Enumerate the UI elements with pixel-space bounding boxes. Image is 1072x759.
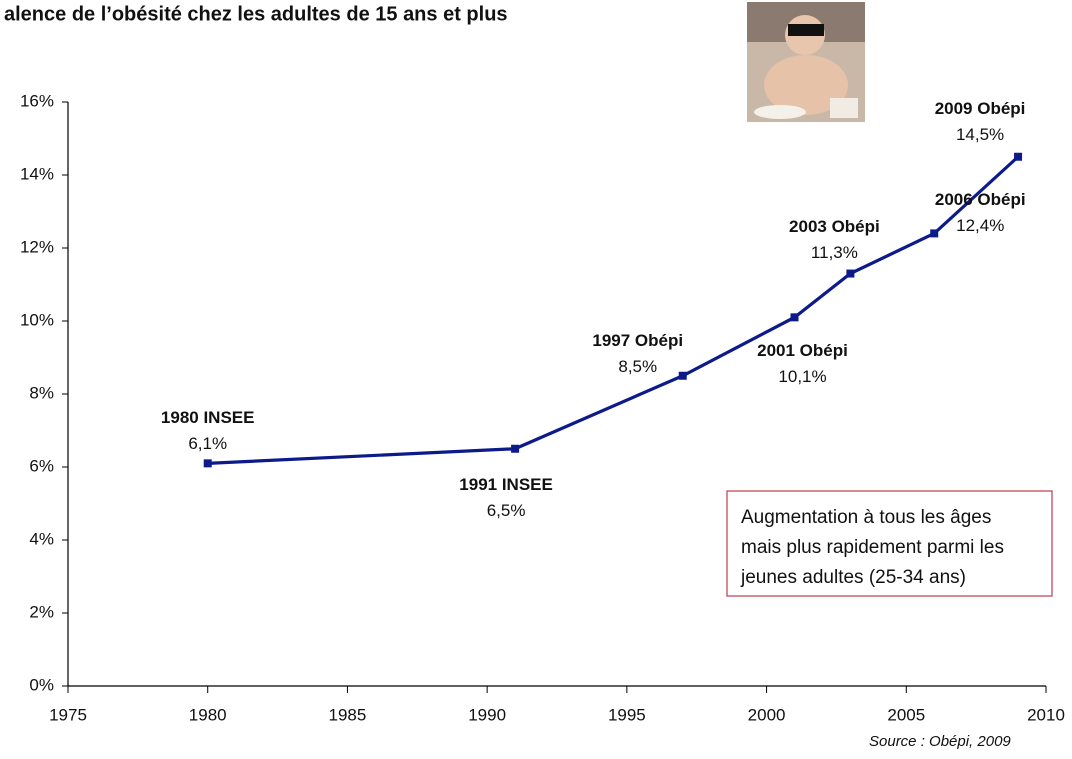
series-line	[208, 157, 1018, 464]
x-tick-label: 1995	[608, 705, 646, 724]
point-title: 2006 Obépi	[935, 190, 1026, 209]
point-marker	[679, 372, 687, 380]
x-tick-label: 1975	[49, 705, 87, 724]
value-label: 6,5%	[487, 501, 526, 520]
value-label: 8,5%	[618, 357, 657, 376]
y-tick-label: 4%	[29, 529, 54, 548]
x-tick-label: 1985	[329, 705, 367, 724]
photo	[747, 2, 865, 122]
note-line: mais plus rapidement parmi les	[741, 537, 1004, 558]
point-title: 2003 Obépi	[789, 217, 880, 236]
y-tick-label: 10%	[20, 310, 54, 329]
point-title: 1997 Obépi	[592, 331, 683, 350]
source: Source : Obépi, 2009	[869, 733, 1011, 750]
point-marker	[791, 313, 799, 321]
point-title: 2001 Obépi	[757, 341, 848, 360]
point-marker	[204, 459, 212, 467]
value-label: 11,3%	[811, 243, 858, 262]
point-marker	[1014, 153, 1022, 161]
y-tick-label: 12%	[20, 237, 54, 256]
y-tick-label: 16%	[20, 91, 54, 110]
x-tick-label: 2000	[748, 705, 786, 724]
point-marker	[511, 445, 519, 453]
chart-title: alence de l’obésité chez les adultes de …	[4, 3, 508, 25]
note-line: Augmentation à tous les âges	[741, 507, 991, 528]
point-title: 2009 Obépi	[935, 99, 1026, 118]
x-tick-label: 1980	[189, 705, 227, 724]
x-tick-label: 2005	[887, 705, 925, 724]
value-label: 14,5%	[956, 125, 1004, 144]
point-title: 1980 INSEE	[161, 408, 255, 427]
point-marker	[930, 229, 938, 237]
y-tick-label: 0%	[29, 675, 54, 694]
value-label: 6,1%	[188, 434, 227, 453]
y-tick-label: 14%	[20, 164, 54, 183]
y-tick-label: 2%	[29, 602, 54, 621]
y-tick-label: 6%	[29, 456, 54, 475]
x-tick-label: 1990	[468, 705, 506, 724]
value-label: 10,1%	[778, 367, 826, 386]
chart: alence de l’obésité chez les adultes de …	[0, 0, 1072, 754]
value-label: 12,4%	[956, 216, 1004, 235]
note-line: jeunes adultes (25-34 ans)	[740, 567, 966, 588]
x-tick-label: 2010	[1027, 705, 1065, 724]
y-tick-label: 8%	[29, 383, 54, 402]
point-marker	[846, 270, 854, 278]
point-title: 1991 INSEE	[459, 475, 553, 494]
